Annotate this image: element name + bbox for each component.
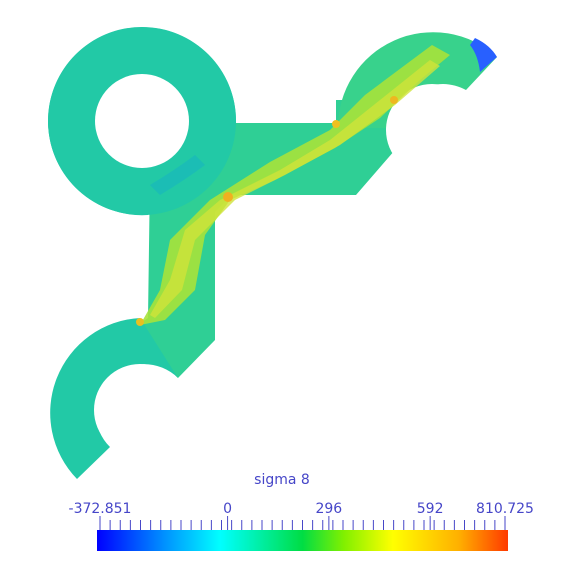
bracket-model: [48, 27, 497, 479]
bottom-left-ring: [50, 318, 179, 479]
colorbar-gradient: [97, 530, 508, 551]
colorbar-label: 810.725: [476, 501, 534, 517]
top-left-hole: [95, 74, 189, 168]
colorbar-label: -372.851: [68, 501, 132, 517]
colorbar-ticks: [99, 516, 506, 530]
hot-spot: [136, 318, 144, 326]
hot-spot: [332, 120, 340, 128]
colorbar: [97, 516, 508, 551]
colorbar-label: 0: [223, 501, 233, 517]
compression-tip: [470, 38, 497, 72]
bottom-left-hole: [94, 364, 186, 456]
colorbar-title: sigma 8: [254, 472, 310, 488]
hot-spot: [223, 192, 233, 202]
hot-spot: [390, 96, 398, 104]
top-right-hole: [386, 84, 478, 176]
colorbar-label: 296: [315, 501, 343, 517]
compression-zone: [150, 155, 205, 195]
colorbar-label: 592: [416, 501, 444, 517]
stress-band-core: [150, 60, 440, 318]
